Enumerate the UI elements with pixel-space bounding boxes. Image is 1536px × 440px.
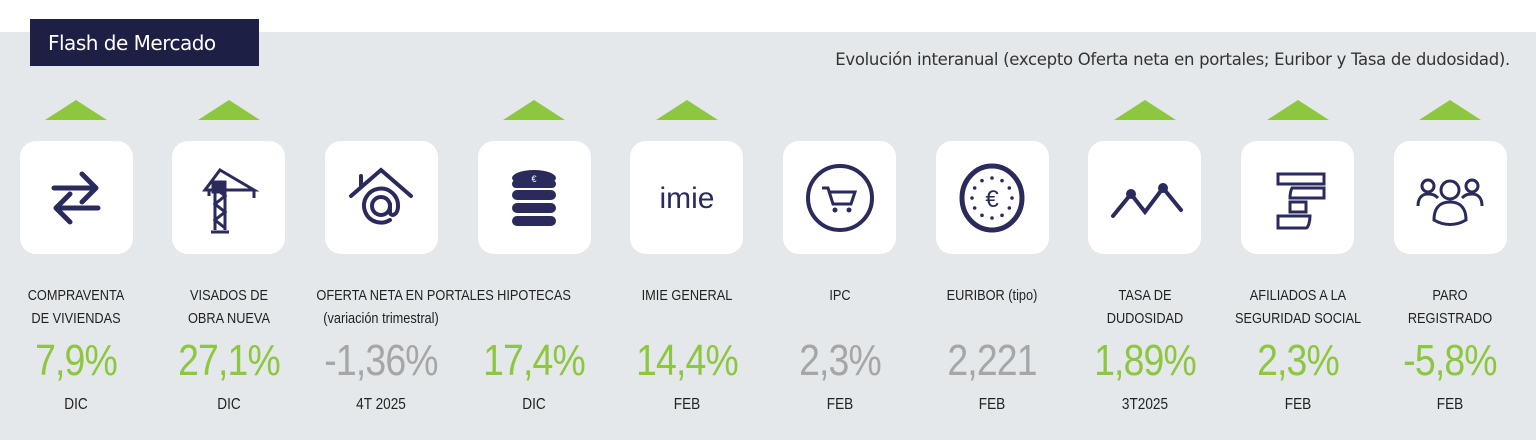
- label-line-1: TASA DE: [1118, 287, 1172, 304]
- trend-up-icon: [1266, 100, 1329, 120]
- label-line-1: IMIE GENERAL: [641, 287, 733, 304]
- label-line-1: OFERTA NETA EN PORTALES: [316, 287, 495, 304]
- indicator-card: [783, 141, 896, 254]
- shopping-cart-icon: [805, 163, 874, 232]
- indicator-0: COMPRAVENTA DE VIVIENDAS 7,9% DIC: [0, 100, 152, 414]
- indicator-value: 14,4%: [635, 336, 739, 385]
- indicator-6: € EURIBOR (tipo) 2,221 FEB: [916, 100, 1068, 414]
- label-line-2: OBRA NUEVA: [187, 310, 270, 327]
- label-line-2: DE VIVIENDAS: [31, 310, 121, 327]
- indicator-value: 2,221: [947, 336, 1038, 385]
- euro-coin-icon: €: [959, 163, 1025, 232]
- house-at-icon: [349, 166, 414, 225]
- indicator-label: IPC: [775, 284, 904, 330]
- indicator-value: -1,36%: [324, 336, 439, 385]
- affiliates-bars-icon: [1276, 172, 1326, 229]
- label-line-1: HIPOTECAS: [497, 287, 571, 304]
- indicator-card: [1393, 141, 1507, 254]
- label-line-2: DUDOSIDAD: [1106, 310, 1184, 327]
- people-group-icon: [1416, 178, 1484, 226]
- indicator-card: €: [935, 141, 1049, 254]
- label-line-1: EURIBOR (tipo): [946, 287, 1038, 304]
- svg-text:imie: imie: [659, 182, 714, 215]
- indicator-value: 1,89%: [1093, 336, 1197, 385]
- indicator-card: [1088, 141, 1202, 254]
- indicator-card: [1241, 141, 1355, 254]
- label-line-1: AFILIADOS A LA: [1249, 287, 1346, 304]
- crane-icon: [201, 167, 260, 233]
- indicator-label: TASA DE DUDOSIDAD: [1080, 284, 1209, 330]
- indicator-card: [19, 141, 133, 254]
- exchange-arrows-icon: [51, 171, 101, 224]
- indicator-period: DIC: [522, 396, 546, 413]
- indicator-period: FEB: [1284, 396, 1311, 413]
- indicator-label: PARO REGISTRADO: [1386, 284, 1515, 330]
- indicator-label: IMIE GENERAL: [622, 284, 751, 330]
- indicator-5: IPC 2,3% FEB: [764, 100, 916, 414]
- page-title: Flash de Mercado: [30, 19, 259, 66]
- indicator-1: VISADOS DE OBRA NUEVA 27,1% DIC: [153, 100, 305, 414]
- indicator-period: DIC: [64, 396, 88, 413]
- subtitle: Evolución interanual (excepto Oferta net…: [835, 50, 1510, 69]
- indicator-label: COMPRAVENTA DE VIVIENDAS: [11, 284, 140, 330]
- indicator-period: 3T2025: [1121, 396, 1168, 413]
- indicator-period: FEB: [673, 396, 701, 413]
- indicator-card: imie: [630, 141, 744, 254]
- indicator-label: AFILIADOS A LA SEGURIDAD SOCIAL: [1233, 284, 1362, 330]
- trend-up-icon: [1113, 100, 1176, 120]
- indicator-period: 4T 2025: [356, 396, 407, 413]
- indicator-label: OFERTA NETA EN PORTALES (variación trimes…: [316, 284, 495, 330]
- indicator-period: FEB: [826, 396, 853, 413]
- indicator-9: PARO REGISTRADO -5,8% FEB: [1374, 100, 1526, 414]
- imie-logo-icon: imie: [659, 182, 714, 215]
- indicator-value: 2,3%: [1256, 336, 1340, 385]
- indicator-8: AFILIADOS A LA SEGURIDAD SOCIAL 2,3% FEB: [1222, 100, 1374, 414]
- indicator-label: EURIBOR (tipo): [928, 284, 1057, 330]
- line-peaks-icon: [1110, 182, 1183, 218]
- indicator-label: HIPOTECAS: [469, 284, 598, 330]
- label-line-1: IPC: [828, 287, 851, 304]
- indicator-4: imie IMIE GENERAL 14,4% FEB: [611, 100, 763, 414]
- indicator-2: OFERTA NETA EN PORTALES (variación trimes…: [305, 100, 495, 414]
- indicator-value: -5,8%: [1403, 336, 1498, 385]
- indicator-3: € HIPOTECAS 17,4% DIC: [458, 100, 610, 414]
- label-line-1: COMPRAVENTA: [27, 287, 125, 304]
- trend-up-icon: [503, 100, 566, 120]
- indicator-card: €: [477, 141, 591, 254]
- label-line-2: (variación trimestral): [323, 310, 440, 327]
- coin-stack-icon: €: [512, 169, 557, 226]
- indicator-card: [324, 141, 438, 254]
- indicator-7: TASA DE DUDOSIDAD 1,89% 3T2025: [1069, 100, 1221, 414]
- trend-up-icon: [655, 100, 718, 120]
- trend-up-icon: [197, 100, 260, 120]
- indicator-card: [172, 141, 286, 254]
- indicator-value: 17,4%: [483, 336, 586, 385]
- indicator-label: VISADOS DE OBRA NUEVA: [164, 284, 293, 330]
- svg-text:€: €: [986, 186, 1000, 213]
- indicator-value: 27,1%: [177, 336, 281, 385]
- label-line-1: PARO: [1432, 287, 1468, 304]
- svg-text:€: €: [532, 174, 537, 184]
- label-line-2: SEGURIDAD SOCIAL: [1234, 310, 1361, 327]
- indicator-value: 2,3%: [798, 336, 882, 385]
- indicator-period: DIC: [216, 396, 241, 413]
- indicator-value: 7,9%: [35, 336, 118, 385]
- indicator-period: FEB: [1437, 396, 1464, 413]
- label-line-1: VISADOS DE: [189, 287, 268, 304]
- indicator-period: FEB: [978, 396, 1006, 413]
- trend-up-icon: [45, 100, 107, 120]
- label-line-2: REGISTRADO: [1408, 310, 1493, 327]
- trend-up-icon: [1419, 100, 1482, 120]
